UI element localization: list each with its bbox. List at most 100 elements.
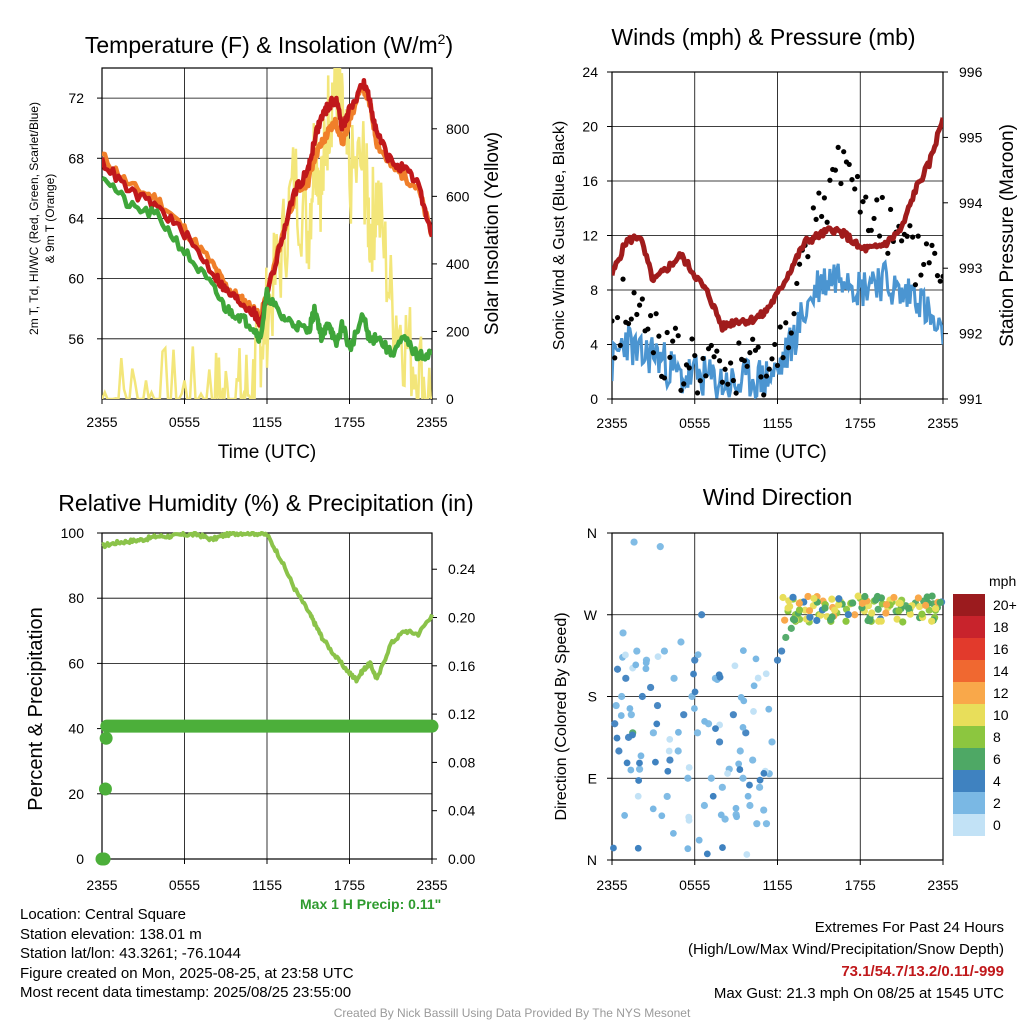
direction-point bbox=[795, 599, 803, 607]
speed-legend-swatch bbox=[953, 594, 985, 616]
gust-point bbox=[923, 241, 930, 247]
gust-point bbox=[907, 223, 913, 229]
chart-title-wind-direction: Wind Direction bbox=[703, 484, 853, 510]
gust-point bbox=[940, 273, 943, 279]
gust-point bbox=[714, 348, 720, 354]
direction-point bbox=[810, 594, 818, 603]
direction-point bbox=[865, 616, 874, 625]
y-tick-label: 0 bbox=[590, 391, 598, 407]
y2-tick-label: 200 bbox=[446, 323, 470, 339]
gust-point bbox=[805, 254, 811, 260]
direction-point bbox=[612, 701, 620, 710]
gust-point bbox=[625, 320, 632, 327]
speed-legend-swatch bbox=[953, 638, 985, 660]
direction-point bbox=[627, 766, 635, 774]
direction-point bbox=[789, 593, 797, 601]
winds-chart: 0 4 8 12 16 20 24 991 992 993 994 995 996 2355 0555 115… bbox=[551, 24, 1018, 463]
gust-point bbox=[780, 355, 786, 361]
gust-point bbox=[667, 354, 673, 360]
x-tick-label: 1155 bbox=[252, 877, 282, 893]
direction-point bbox=[731, 662, 739, 670]
gust-point bbox=[860, 198, 866, 205]
gust-point bbox=[736, 340, 742, 346]
direction-point bbox=[630, 538, 638, 546]
direction-point bbox=[635, 765, 644, 773]
gust-point bbox=[934, 273, 941, 279]
gust-point bbox=[686, 365, 692, 371]
gust-point bbox=[648, 313, 654, 319]
y-axis-label-line1: 2m T, Td, HI/WC (Red, Green, Scarlet/Blu… bbox=[27, 102, 41, 335]
gust-point bbox=[763, 373, 770, 379]
gust-point bbox=[678, 387, 684, 393]
wind-direction-chart: N E S W N 2355 0555 1155 1755 2355 Wind Direction D… bbox=[553, 484, 1017, 893]
x-tick-label: 2355 bbox=[596, 877, 627, 893]
gust-point bbox=[846, 161, 852, 168]
gust-point bbox=[744, 363, 750, 369]
direction-point bbox=[718, 783, 726, 791]
gust-point bbox=[697, 378, 703, 384]
y-tick-label: 12 bbox=[582, 228, 598, 244]
speed-legend-label: 20+ bbox=[993, 597, 1017, 613]
recent-timestamp: Most recent data timestamp: 2025/08/25 2… bbox=[20, 984, 352, 1001]
y2-tick-label: 993 bbox=[959, 260, 983, 276]
direction-point bbox=[795, 606, 804, 614]
gust-point bbox=[700, 355, 706, 362]
gust-point bbox=[841, 149, 847, 155]
direction-point bbox=[622, 674, 630, 682]
speed-legend-label: 2 bbox=[993, 795, 1001, 811]
direction-point bbox=[826, 616, 835, 624]
direction-point bbox=[760, 806, 768, 814]
direction-point bbox=[736, 766, 744, 773]
gust-point bbox=[650, 350, 656, 356]
direction-point bbox=[923, 593, 931, 601]
direction-point bbox=[806, 613, 814, 621]
gust-point bbox=[794, 280, 800, 287]
gust-point bbox=[918, 272, 924, 278]
max-gust: Max Gust: 21.3 mph On 08/25 at 1545 UTC bbox=[713, 985, 1004, 1002]
direction-point bbox=[669, 829, 677, 837]
direction-point bbox=[637, 752, 645, 760]
gust-point bbox=[769, 356, 775, 362]
direction-point bbox=[895, 607, 903, 615]
gust-point bbox=[711, 354, 717, 360]
humidity-chart: 0 20 40 60 80 100 0.00 0.04 0.08 0.12 0.16 0.20 0.24… bbox=[25, 490, 475, 893]
chart-title-humidity: Relative Humidity (%) & Precipitation (i… bbox=[58, 490, 473, 516]
direction-point bbox=[619, 629, 627, 637]
speed-legend-swatch bbox=[953, 704, 985, 726]
precip-point bbox=[97, 852, 111, 866]
y-tick-label: N bbox=[587, 525, 597, 541]
series-2m-td bbox=[102, 175, 432, 362]
extremes-values: 73.1/54.7/13.2/0.11/-999 bbox=[841, 963, 1004, 980]
gust-point bbox=[904, 233, 910, 239]
direction-point bbox=[813, 616, 821, 625]
y2-tick-label: 800 bbox=[446, 121, 470, 137]
direction-point bbox=[622, 651, 629, 659]
gust-point bbox=[741, 358, 748, 364]
gust-point bbox=[617, 342, 623, 348]
gust-point bbox=[863, 194, 869, 200]
speed-legend-label: 18 bbox=[993, 619, 1009, 635]
direction-point bbox=[781, 616, 789, 624]
direction-point bbox=[618, 692, 626, 701]
direction-point bbox=[787, 624, 795, 632]
speed-legend-swatch bbox=[953, 814, 985, 836]
gust-point bbox=[681, 381, 687, 387]
direction-point bbox=[877, 617, 885, 625]
direction-point bbox=[743, 851, 751, 858]
direction-point bbox=[914, 594, 922, 602]
direction-point bbox=[858, 599, 866, 607]
temperature-chart: 56 60 64 68 72 0 200 400 600 800 2355 0555 1155 1755 2… bbox=[27, 31, 503, 463]
gust-point bbox=[716, 358, 723, 364]
series-2m-t bbox=[102, 77, 432, 328]
y-tick-label: 80 bbox=[68, 590, 84, 606]
gust-point bbox=[639, 296, 645, 302]
gust-point bbox=[725, 381, 731, 387]
series-9m-t bbox=[102, 84, 432, 324]
y2-tick-label: 0.12 bbox=[448, 706, 475, 722]
y2-tick-label: 0 bbox=[446, 391, 454, 407]
gust-point bbox=[796, 261, 803, 267]
direction-point bbox=[665, 747, 673, 755]
y2-tick-label: 0.00 bbox=[448, 851, 475, 867]
direction-point bbox=[732, 804, 740, 812]
direction-point bbox=[805, 607, 814, 615]
